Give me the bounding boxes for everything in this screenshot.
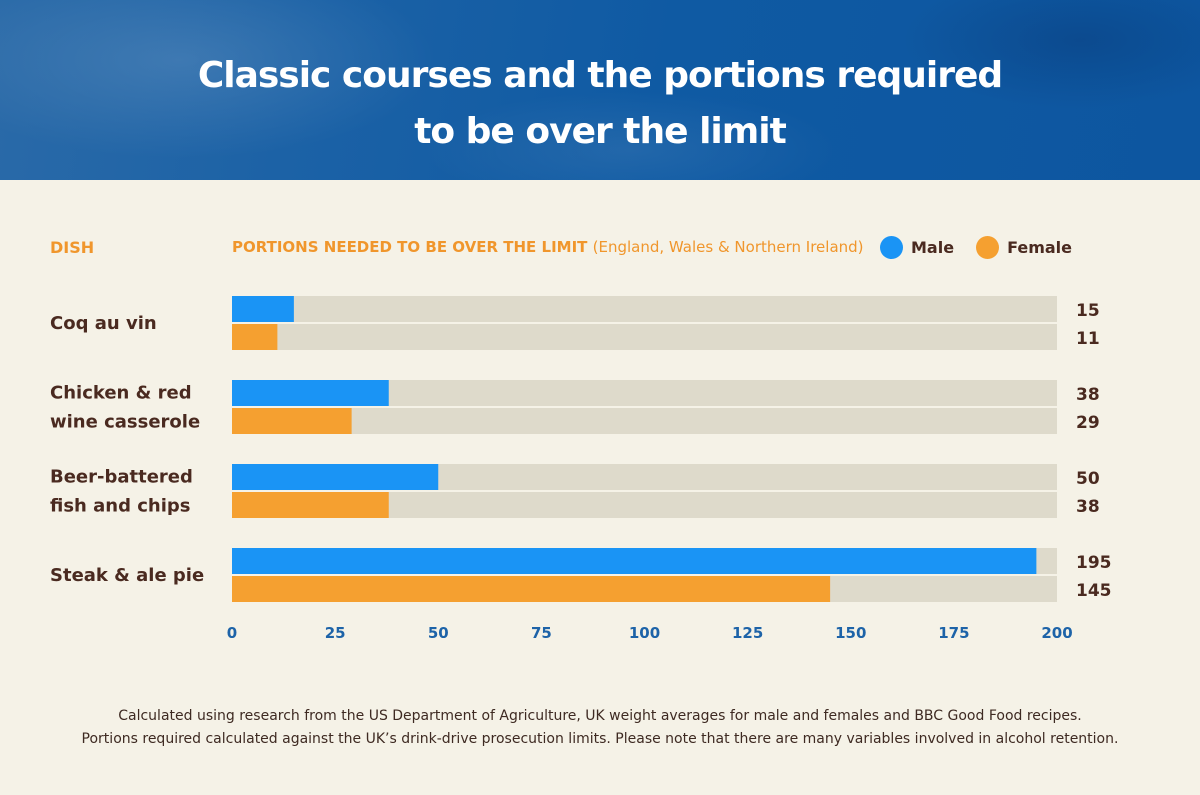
bar-female	[232, 492, 389, 518]
legend-label-female: Female	[1007, 238, 1072, 257]
title-line-1: Classic courses and the portions require…	[197, 55, 1003, 96]
legend-item-female: Female	[976, 236, 1072, 259]
bar-female	[232, 408, 352, 434]
x-tick-label: 125	[732, 624, 763, 642]
x-tick-label: 100	[629, 624, 660, 642]
bar-track	[232, 324, 1057, 350]
bar-male	[232, 548, 1037, 574]
legend-item-male: Male	[880, 236, 954, 259]
legend-swatch-female	[976, 236, 1000, 259]
legend-swatch-male	[880, 236, 903, 259]
bar-track	[232, 408, 1057, 434]
dish-column-label: DISH	[50, 238, 95, 257]
category-label: Chicken & red	[50, 383, 192, 404]
bar-track	[232, 296, 1057, 322]
data-label: 29	[1076, 413, 1100, 433]
x-tick-label: 150	[835, 624, 866, 642]
category-label: Beer-battered	[50, 467, 193, 488]
x-tick-label: 175	[938, 624, 969, 642]
data-label: 15	[1076, 301, 1100, 321]
header-banner: Classic courses and the portions require…	[0, 0, 1200, 180]
bar-female	[232, 576, 831, 602]
legend-label-male: Male	[911, 238, 955, 257]
legend: Male Female	[880, 236, 1094, 259]
x-tick-label: 50	[428, 624, 449, 642]
title-line-2: to be over the limit	[414, 111, 787, 152]
portions-label-main: PORTIONS NEEDED TO BE OVER THE LIMIT	[232, 238, 588, 256]
data-label: 38	[1076, 385, 1100, 405]
data-label: 50	[1076, 469, 1100, 489]
data-label: 195	[1076, 553, 1112, 573]
category-label: Coq au vin	[50, 313, 157, 334]
category-label: Steak & ale pie	[50, 565, 204, 586]
footnote-line-2: Portions required calculated against the…	[81, 731, 1119, 747]
bar-male	[232, 380, 389, 406]
portions-axis-label: PORTIONS NEEDED TO BE OVER THE LIMIT (En…	[232, 238, 864, 256]
category-label: fish and chips	[50, 496, 191, 517]
x-tick-label: 0	[227, 624, 237, 642]
x-tick-label: 25	[325, 624, 346, 642]
bar-male	[232, 296, 294, 322]
data-label: 145	[1076, 581, 1112, 601]
category-label: wine casserole	[50, 412, 200, 433]
bar-chart: Coq au vin 15 11 Chicken & red wine casserol…	[50, 296, 1112, 642]
data-label: 11	[1076, 329, 1100, 349]
x-tick-label: 75	[531, 624, 552, 642]
portions-label-sub: (England, Wales & Northern Ireland)	[592, 238, 864, 256]
x-tick-label: 200	[1041, 624, 1072, 642]
bar-male	[232, 464, 439, 490]
chart-title: Classic courses and the portions require…	[0, 48, 1200, 160]
footnote: Calculated using research from the US De…	[0, 705, 1200, 751]
footnote-line-1: Calculated using research from the US De…	[118, 708, 1082, 724]
data-label: 38	[1076, 497, 1100, 517]
bar-female	[232, 324, 278, 350]
